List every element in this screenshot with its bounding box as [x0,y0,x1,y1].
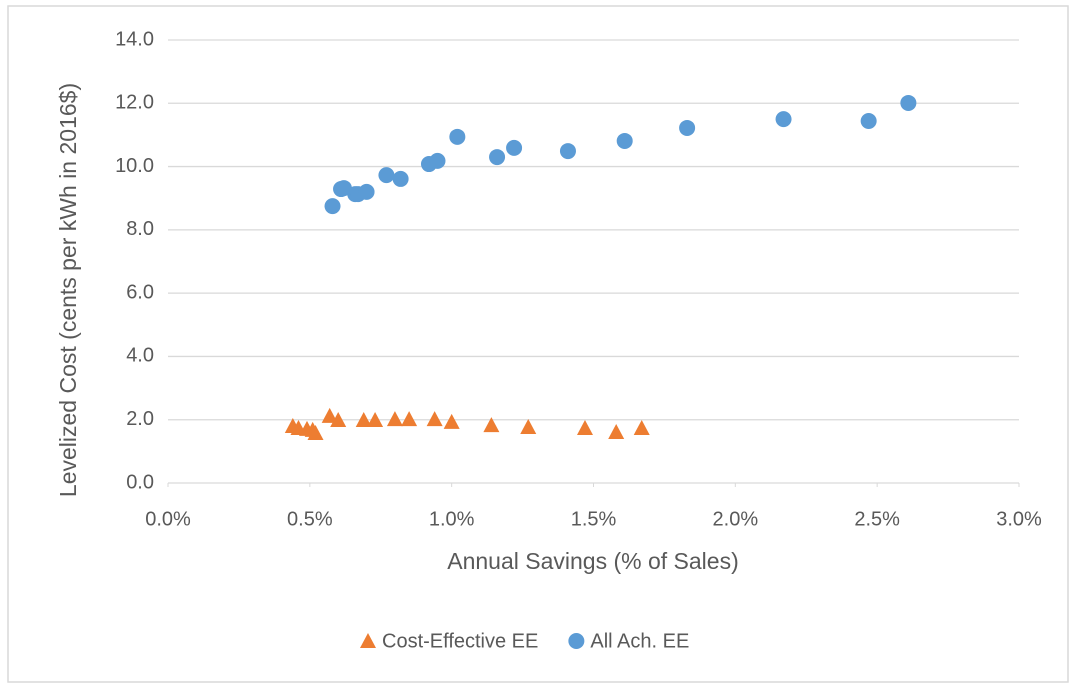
y-tick-label: 4.0 [126,345,154,367]
triangle-marker [576,419,593,435]
circle-marker [900,94,917,111]
legend-marker [360,633,376,648]
legend-marker [568,633,585,649]
triangle-marker [401,411,418,427]
y-axis-label: Levelized Cost (cents per kWh in 2016$) [55,83,81,497]
circle-marker [506,139,523,156]
circle-marker [616,132,633,149]
chart-frame [7,5,1069,683]
circle-marker [358,183,375,200]
triangle-marker [386,411,403,427]
y-tick-label: 12.0 [115,92,154,114]
triangle-marker [483,417,500,433]
y-tick-label: 10.0 [115,155,154,177]
circle-marker [559,143,576,160]
triangle-marker [633,419,650,435]
circle-marker [679,119,696,136]
x-tick-label: 1.5% [571,508,617,530]
circle-marker [429,152,446,169]
triangle-marker [443,413,460,429]
triangle-marker [520,418,537,434]
circle-marker [324,198,341,215]
x-axis-label: Annual Savings (% of Sales) [447,548,739,574]
triangle-marker [307,425,324,441]
circle-marker [392,170,409,187]
circle-marker [775,111,792,128]
triangle-marker [355,412,372,428]
circle-marker [489,149,506,166]
triangle-marker [608,424,625,440]
x-tick-label: 1.0% [429,508,475,530]
y-tick-label: 0.0 [126,471,154,493]
legend-label: Cost-Effective EE [382,630,538,652]
x-tick-label: 0.5% [287,508,333,530]
y-tick-label: 6.0 [126,281,154,303]
triangle-marker [321,407,338,423]
circle-marker [860,113,877,130]
y-tick-label: 2.0 [126,408,154,430]
x-tick-label: 3.0% [996,508,1042,530]
x-tick-label: 0.0% [145,508,191,530]
circle-marker [378,167,395,184]
triangle-marker [330,412,347,428]
triangle-marker [367,412,384,428]
x-tick-label: 2.0% [713,508,759,530]
legend-label: All Ach. EE [590,630,689,652]
circle-marker [449,128,466,145]
triangle-marker [426,411,443,427]
x-tick-label: 2.5% [854,508,900,530]
y-tick-label: 14.0 [115,28,154,50]
y-tick-label: 8.0 [126,218,154,240]
